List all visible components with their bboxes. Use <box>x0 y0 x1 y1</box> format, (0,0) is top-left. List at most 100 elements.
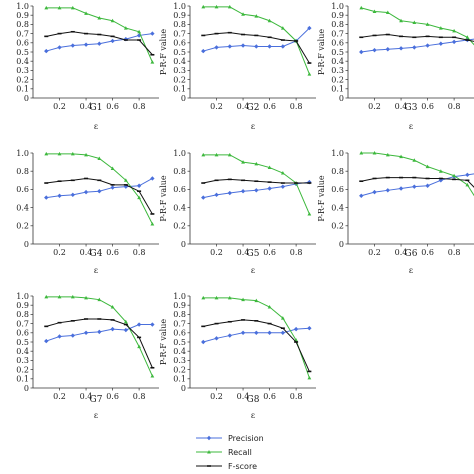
data-point <box>254 14 259 18</box>
data-point <box>150 366 155 369</box>
data-point <box>137 39 142 41</box>
x-tick-label: 0.8 <box>448 102 461 111</box>
data-point <box>399 176 404 179</box>
data-point <box>267 165 272 170</box>
data-point <box>84 32 89 35</box>
data-point <box>399 154 403 159</box>
data-point <box>412 45 417 50</box>
series-group <box>359 151 474 198</box>
y-tick-label: 0.8 <box>173 20 186 29</box>
data-point <box>214 4 219 9</box>
data-point <box>307 72 312 76</box>
series-group <box>44 294 155 378</box>
data-point <box>97 179 102 182</box>
data-point <box>307 182 312 184</box>
series-group <box>44 5 155 64</box>
data-point <box>254 44 259 49</box>
y-tick-label: 0.8 <box>331 20 344 29</box>
data-point <box>150 60 155 64</box>
data-point <box>254 320 259 322</box>
y-tick-label: 0 <box>24 384 29 393</box>
y-tick-label: 0.5 <box>16 338 29 347</box>
y-tick-label: 0.4 <box>16 203 29 212</box>
data-point <box>254 298 259 303</box>
data-point <box>201 325 206 328</box>
data-point <box>241 160 245 164</box>
data-point <box>465 35 470 39</box>
data-point <box>438 26 443 30</box>
data-point <box>137 195 142 200</box>
data-point <box>452 36 457 39</box>
panel-g3: 00.10.20.30.40.50.60.70.80.91.00.2 0.4 0.6… <box>317 2 474 131</box>
x-axis-label: ε <box>94 411 98 420</box>
data-point <box>452 178 457 181</box>
y-tick-label: 0.5 <box>331 48 344 57</box>
series-line-f-score <box>361 34 474 42</box>
y-tick-label: 0.4 <box>173 347 186 356</box>
x-tick-label: 0.4 <box>80 392 93 401</box>
data-point <box>359 180 364 183</box>
x-axis-label: ε <box>409 266 413 275</box>
y-tick-label: 0.2 <box>173 75 186 84</box>
data-point <box>267 36 272 39</box>
y-tick-label: 1.0 <box>16 2 29 11</box>
data-point <box>385 47 390 52</box>
data-point <box>83 42 89 47</box>
y-tick-label: 0.1 <box>16 85 29 94</box>
data-point <box>84 152 88 157</box>
y-tick-label: 0.2 <box>16 365 29 374</box>
data-point <box>280 184 286 189</box>
x-tick-label: 0.6 <box>106 248 119 257</box>
data-point <box>123 319 128 324</box>
y-tick-label: 0.2 <box>331 222 344 231</box>
panel-g5: 0 0.2 0.4 0.6 0.8 1.0 0.2 0.4 0.6 0.8 P-R-F value ε… <box>159 149 316 275</box>
data-point <box>280 330 286 335</box>
series-line-recall <box>361 7 474 46</box>
data-point <box>57 5 62 10</box>
data-point <box>294 182 299 184</box>
y-tick-label: 0.3 <box>173 66 186 75</box>
data-point <box>294 341 299 343</box>
x-axis-label: ε <box>409 122 413 131</box>
x-tick-label: 0.8 <box>448 248 461 257</box>
data-point <box>359 151 364 155</box>
series-line-precision <box>361 38 474 53</box>
data-point <box>372 47 377 53</box>
data-point <box>84 11 88 15</box>
panel-title: G7 <box>90 395 103 405</box>
series-line-f-score <box>203 319 310 372</box>
data-point <box>241 319 246 321</box>
y-tick-label: 0.9 <box>173 11 186 20</box>
data-point <box>425 164 430 169</box>
data-point <box>70 192 75 198</box>
data-point <box>267 18 272 23</box>
panel-title: G5 <box>247 249 260 259</box>
x-tick-label: 0.2 <box>53 392 66 401</box>
data-point <box>150 322 155 327</box>
y-tick-label: 0.6 <box>16 39 29 48</box>
data-point <box>372 189 377 195</box>
y-tick-label: 0.1 <box>173 85 186 94</box>
data-point <box>385 176 390 179</box>
y-tick-label: 0.6 <box>16 185 29 194</box>
data-point <box>44 294 49 299</box>
panel-title: G8 <box>247 395 260 405</box>
panel-title: G3 <box>405 103 418 113</box>
data-point <box>412 176 417 179</box>
data-point <box>97 297 102 302</box>
y-tick-label: 0.2 <box>173 222 186 231</box>
x-tick-label: 0.2 <box>210 102 223 111</box>
y-tick-label: 0.7 <box>16 319 29 328</box>
x-tick-label: 0.8 <box>133 102 146 111</box>
data-point <box>110 184 115 186</box>
data-point <box>465 182 470 187</box>
x-tick-label: 0.2 <box>368 102 381 111</box>
y-tick-label: 1.0 <box>173 149 186 158</box>
y-tick-label: 0.5 <box>16 48 29 57</box>
data-point <box>227 152 232 157</box>
legend-label: Precision <box>228 434 264 443</box>
y-tick-label: 0.7 <box>173 29 186 38</box>
data-point <box>123 26 128 30</box>
data-point <box>307 211 312 216</box>
data-point <box>97 318 102 320</box>
